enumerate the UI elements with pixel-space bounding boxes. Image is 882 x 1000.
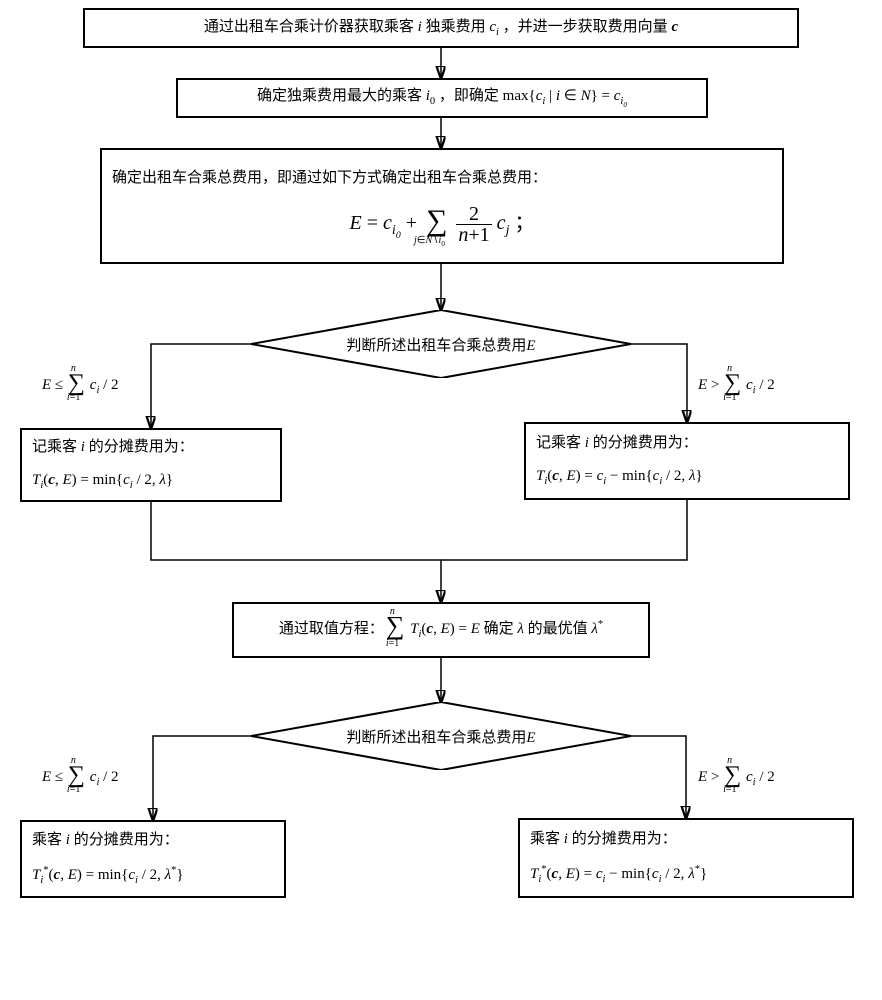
edge-a5L (151, 502, 441, 602)
node-branch-left-1: 记乘客 i 的分摊费用为： Ti(c, E) = min{ci / 2, λ} (20, 428, 282, 502)
node-text: 通过出租车合乘计价器获取乘客 i 独乘费用 ci ，并进一步获取费用向量 c (204, 16, 678, 41)
node-formula: Ti*(c, E) = ci − min{ci / 2, λ*} (530, 862, 707, 888)
node-step-3: 确定出租车合乘总费用，即通过如下方式确定出租车合乘总费用： E = ci0 + … (100, 148, 784, 264)
edge-label-left-2: E ≤ n ∑ i=1 ci / 2 (42, 768, 119, 788)
edge-a4L (151, 344, 251, 428)
node-formula: Ti(c, E) = ci − min{ci / 2, λ} (536, 465, 703, 490)
node-text: 确定独乘费用最大的乘客 i0 ，即确定 max{ci | i ∈ N} = ci… (257, 85, 627, 110)
edge-a4R (631, 344, 687, 422)
node-branch-left-2: 乘客 i 的分摊费用为： Ti*(c, E) = min{ci / 2, λ*} (20, 820, 286, 898)
node-branch-right-1: 记乘客 i 的分摊费用为： Ti(c, E) = ci − min{ci / 2… (524, 422, 850, 500)
node-step-2: 确定独乘费用最大的乘客 i0 ，即确定 max{ci | i ∈ N} = ci… (176, 78, 708, 118)
node-text-line1: 确定出租车合乘总费用，即通过如下方式确定出租车合乘总费用： (112, 167, 772, 190)
node-text-line1: 记乘客 i 的分摊费用为： (32, 436, 194, 459)
edge-label-right-1: E > n ∑ i=1 ci / 2 (698, 376, 775, 396)
node-formula: Ti*(c, E) = min{ci / 2, λ*} (32, 863, 184, 889)
node-branch-right-2: 乘客 i 的分摊费用为： Ti*(c, E) = ci − min{ci / 2… (518, 818, 854, 898)
edge-a7R (631, 736, 686, 818)
node-text-line1: 记乘客 i 的分摊费用为： (536, 432, 698, 455)
node-text-line1: 乘客 i 的分摊费用为： (32, 829, 179, 852)
edge-a5R (441, 500, 687, 560)
node-text-line1: 乘客 i 的分摊费用为： (530, 828, 677, 851)
node-text: 通过取值方程： n ∑ i=1 Ti(c, E) = E 确定 λ 的最优值 λ… (279, 617, 603, 643)
node-step-5: 通过取值方程： n ∑ i=1 Ti(c, E) = E 确定 λ 的最优值 λ… (232, 602, 650, 658)
edge-a7L (153, 736, 251, 820)
decision-1-label: 判断所述出租车合乘总费用E (251, 334, 631, 355)
edge-label-right-2: E > n ∑ i=1 ci / 2 (698, 768, 775, 788)
node-formula: E = ci0 + ∑ j∈N∖i0 2 n+1 cj ； (112, 204, 772, 245)
decision-2-label: 判断所述出租车合乘总费用E (251, 726, 631, 747)
node-step-1: 通过出租车合乘计价器获取乘客 i 独乘费用 ci ，并进一步获取费用向量 c (83, 8, 799, 48)
node-formula: Ti(c, E) = min{ci / 2, λ} (32, 469, 173, 494)
edge-label-left-1: E ≤ n ∑ i=1 ci / 2 (42, 376, 119, 396)
